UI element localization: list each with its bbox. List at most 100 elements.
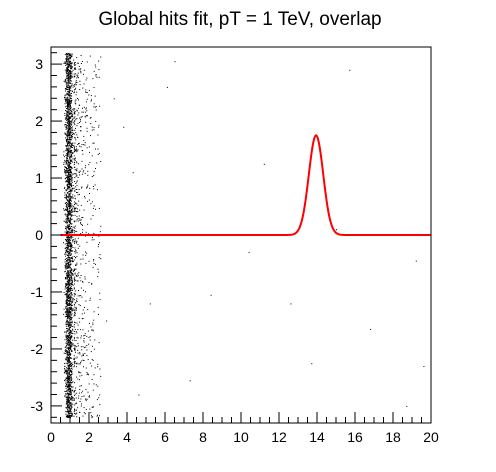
scatter-point (69, 300, 71, 302)
scatter-point (78, 317, 80, 319)
scatter-point (70, 192, 72, 194)
scatter-point (93, 175, 95, 177)
scatter-point (94, 106, 96, 108)
scatter-point (64, 197, 66, 199)
scatter-point (71, 342, 73, 344)
scatter-point (71, 365, 73, 366)
scatter-point (98, 126, 100, 128)
scatter-point (75, 211, 77, 212)
scatter-point (74, 91, 75, 93)
scatter-point (67, 284, 69, 286)
scatter-point (70, 87, 72, 89)
scatter-point (68, 255, 70, 257)
scatter-point (66, 332, 68, 334)
scatter-point (67, 295, 69, 297)
scatter-point (86, 355, 88, 356)
scatter-point (68, 311, 70, 313)
scatter-point (66, 367, 68, 369)
scatter-point (406, 405, 408, 407)
scatter-point (68, 140, 70, 142)
scatter-point (67, 102, 69, 104)
scatter-point (67, 184, 68, 186)
scatter-point (83, 412, 85, 414)
scatter-point (73, 63, 75, 65)
scatter-point (65, 58, 67, 60)
scatter-point (68, 289, 70, 291)
scatter-point (75, 257, 77, 259)
scatter-point (66, 320, 68, 322)
scatter-point (68, 112, 70, 114)
scatter-point (65, 268, 67, 270)
scatter-point (74, 313, 76, 315)
scatter-point (71, 124, 73, 126)
scatter-point (92, 266, 94, 268)
scatter-point (66, 352, 68, 354)
scatter-point (71, 177, 73, 179)
scatter-point (72, 399, 74, 401)
scatter-point (77, 345, 79, 347)
scatter-point (100, 375, 102, 377)
scatter-point (68, 276, 70, 278)
scatter-point (67, 151, 69, 153)
scatter-point (73, 207, 75, 209)
scatter-point (68, 373, 70, 375)
scatter-point (64, 394, 66, 396)
scatter-point (77, 324, 79, 326)
scatter-point (70, 174, 72, 176)
scatter-point (71, 232, 73, 234)
scatter-point (83, 73, 84, 75)
scatter-point (67, 314, 69, 316)
scatter-point (69, 374, 71, 375)
scatter-point (78, 99, 79, 101)
scatter-point (68, 166, 70, 168)
scatter-point (85, 101, 87, 103)
scatter-point (70, 394, 72, 396)
scatter-point (69, 148, 71, 150)
scatter-point (65, 277, 66, 278)
scatter-point (72, 152, 74, 154)
scatter-point (97, 154, 99, 155)
scatter-point (69, 301, 71, 303)
scatter-point (72, 161, 74, 163)
scatter-point (75, 302, 77, 304)
scatter-point (71, 330, 73, 332)
scatter-point (77, 149, 79, 151)
scatter-point (71, 403, 73, 405)
scatter-point (65, 273, 67, 275)
scatter-point (82, 229, 84, 231)
scatter-point (69, 183, 71, 184)
y-tick-label: 1 (35, 170, 43, 186)
scatter-point (68, 66, 70, 68)
scatter-point (81, 217, 83, 218)
scatter-point (66, 306, 68, 308)
scatter-point (66, 286, 68, 288)
scatter-point (71, 239, 73, 241)
scatter-point (70, 85, 72, 87)
scatter-point (65, 218, 67, 220)
scatter-point (66, 343, 68, 345)
scatter-point (82, 353, 84, 355)
scatter-point (76, 91, 78, 93)
scatter-point (66, 219, 68, 221)
scatter-point (67, 130, 69, 132)
scatter-point (71, 366, 73, 368)
scatter-point (70, 229, 72, 231)
scatter-point (72, 400, 74, 402)
scatter-point (65, 100, 67, 102)
scatter-point (70, 53, 72, 55)
scatter-point (166, 86, 168, 88)
scatter-point (67, 91, 69, 93)
scatter-point (70, 285, 72, 287)
scatter-point (69, 274, 71, 276)
scatter-point (66, 57, 68, 59)
scatter-point (66, 406, 68, 408)
scatter-point (82, 390, 84, 392)
scatter-point (85, 408, 87, 410)
scatter-point (64, 61, 66, 63)
scatter-point (67, 98, 69, 100)
scatter-point (70, 129, 72, 131)
scatter-point (70, 117, 72, 119)
scatter-point (69, 291, 71, 292)
scatter-point (64, 248, 66, 249)
scatter-point (64, 95, 66, 97)
